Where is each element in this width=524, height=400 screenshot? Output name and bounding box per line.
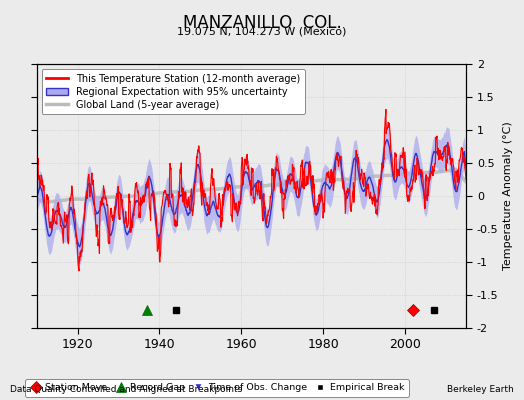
Text: MANZANILLO  COL.: MANZANILLO COL. <box>183 14 341 32</box>
Y-axis label: Temperature Anomaly (°C): Temperature Anomaly (°C) <box>503 122 512 270</box>
Legend: Station Move, Record Gap, Time of Obs. Change, Empirical Break: Station Move, Record Gap, Time of Obs. C… <box>26 379 409 397</box>
Text: Berkeley Earth: Berkeley Earth <box>447 385 514 394</box>
Text: Data Quality Controlled and Aligned at Breakpoints: Data Quality Controlled and Aligned at B… <box>10 385 243 394</box>
Text: 19.075 N, 104.273 W (Mexico): 19.075 N, 104.273 W (Mexico) <box>177 26 347 36</box>
